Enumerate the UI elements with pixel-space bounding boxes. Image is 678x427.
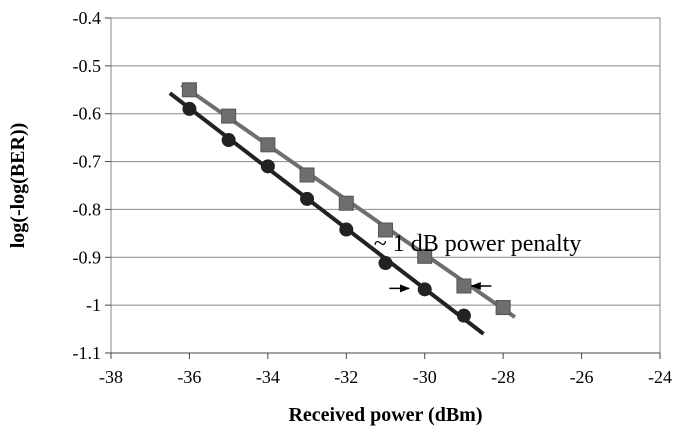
circle-marker	[221, 133, 236, 148]
y-tick-label: -0.8	[73, 199, 102, 219]
x-tick-label: -32	[334, 367, 358, 387]
x-tick-label: -34	[256, 367, 280, 387]
circle-marker	[182, 101, 197, 116]
circle-marker	[417, 282, 432, 297]
y-tick-label: -0.5	[73, 56, 102, 76]
axis-layer: -0.4 -0.5 -0.6 -0.7 -0.8 -0.9 -1 -1.1 -38 -36 -34 -…	[73, 8, 673, 387]
square-marker	[456, 278, 472, 294]
grid-layer	[110, 17, 661, 354]
y-tick-label: -0.4	[73, 8, 102, 28]
square-marker	[299, 167, 315, 183]
x-tick-label: -24	[648, 367, 672, 387]
y-tick-label: -1.1	[73, 343, 102, 363]
annotations: ~ 1 dB power penalty	[374, 231, 582, 293]
plot-frame	[110, 17, 661, 354]
y-tick-label: -1	[86, 295, 101, 315]
y-tick-label: -0.9	[73, 247, 102, 267]
circle-marker	[456, 308, 471, 323]
x-tick-label: -38	[99, 367, 123, 387]
x-axis-title: Received power (dBm)	[288, 404, 482, 426]
circle-marker	[378, 256, 393, 271]
x-tick-label: -26	[570, 367, 594, 387]
circle-marker	[339, 222, 354, 237]
x-tick-label: -30	[413, 367, 437, 387]
y-tick-label: -0.6	[73, 104, 102, 124]
square-marker	[221, 108, 237, 124]
square-marker	[417, 248, 433, 264]
circle-marker	[300, 191, 315, 206]
square-marker	[378, 222, 393, 238]
data-markers	[181, 82, 511, 323]
square-marker	[260, 137, 276, 153]
power-penalty-annotation: ~ 1 dB power penalty	[374, 231, 582, 257]
square-marker	[181, 82, 197, 98]
square-marker	[338, 195, 354, 211]
x-tick-label: -28	[491, 367, 515, 387]
y-tick-label: -0.7	[73, 152, 102, 172]
fit-line-series-2	[168, 91, 485, 336]
square-marker	[495, 300, 511, 316]
y-axis-title: log(-log(BER))	[7, 123, 29, 249]
circle-marker	[260, 159, 275, 174]
x-tick-label: -36	[177, 367, 201, 387]
